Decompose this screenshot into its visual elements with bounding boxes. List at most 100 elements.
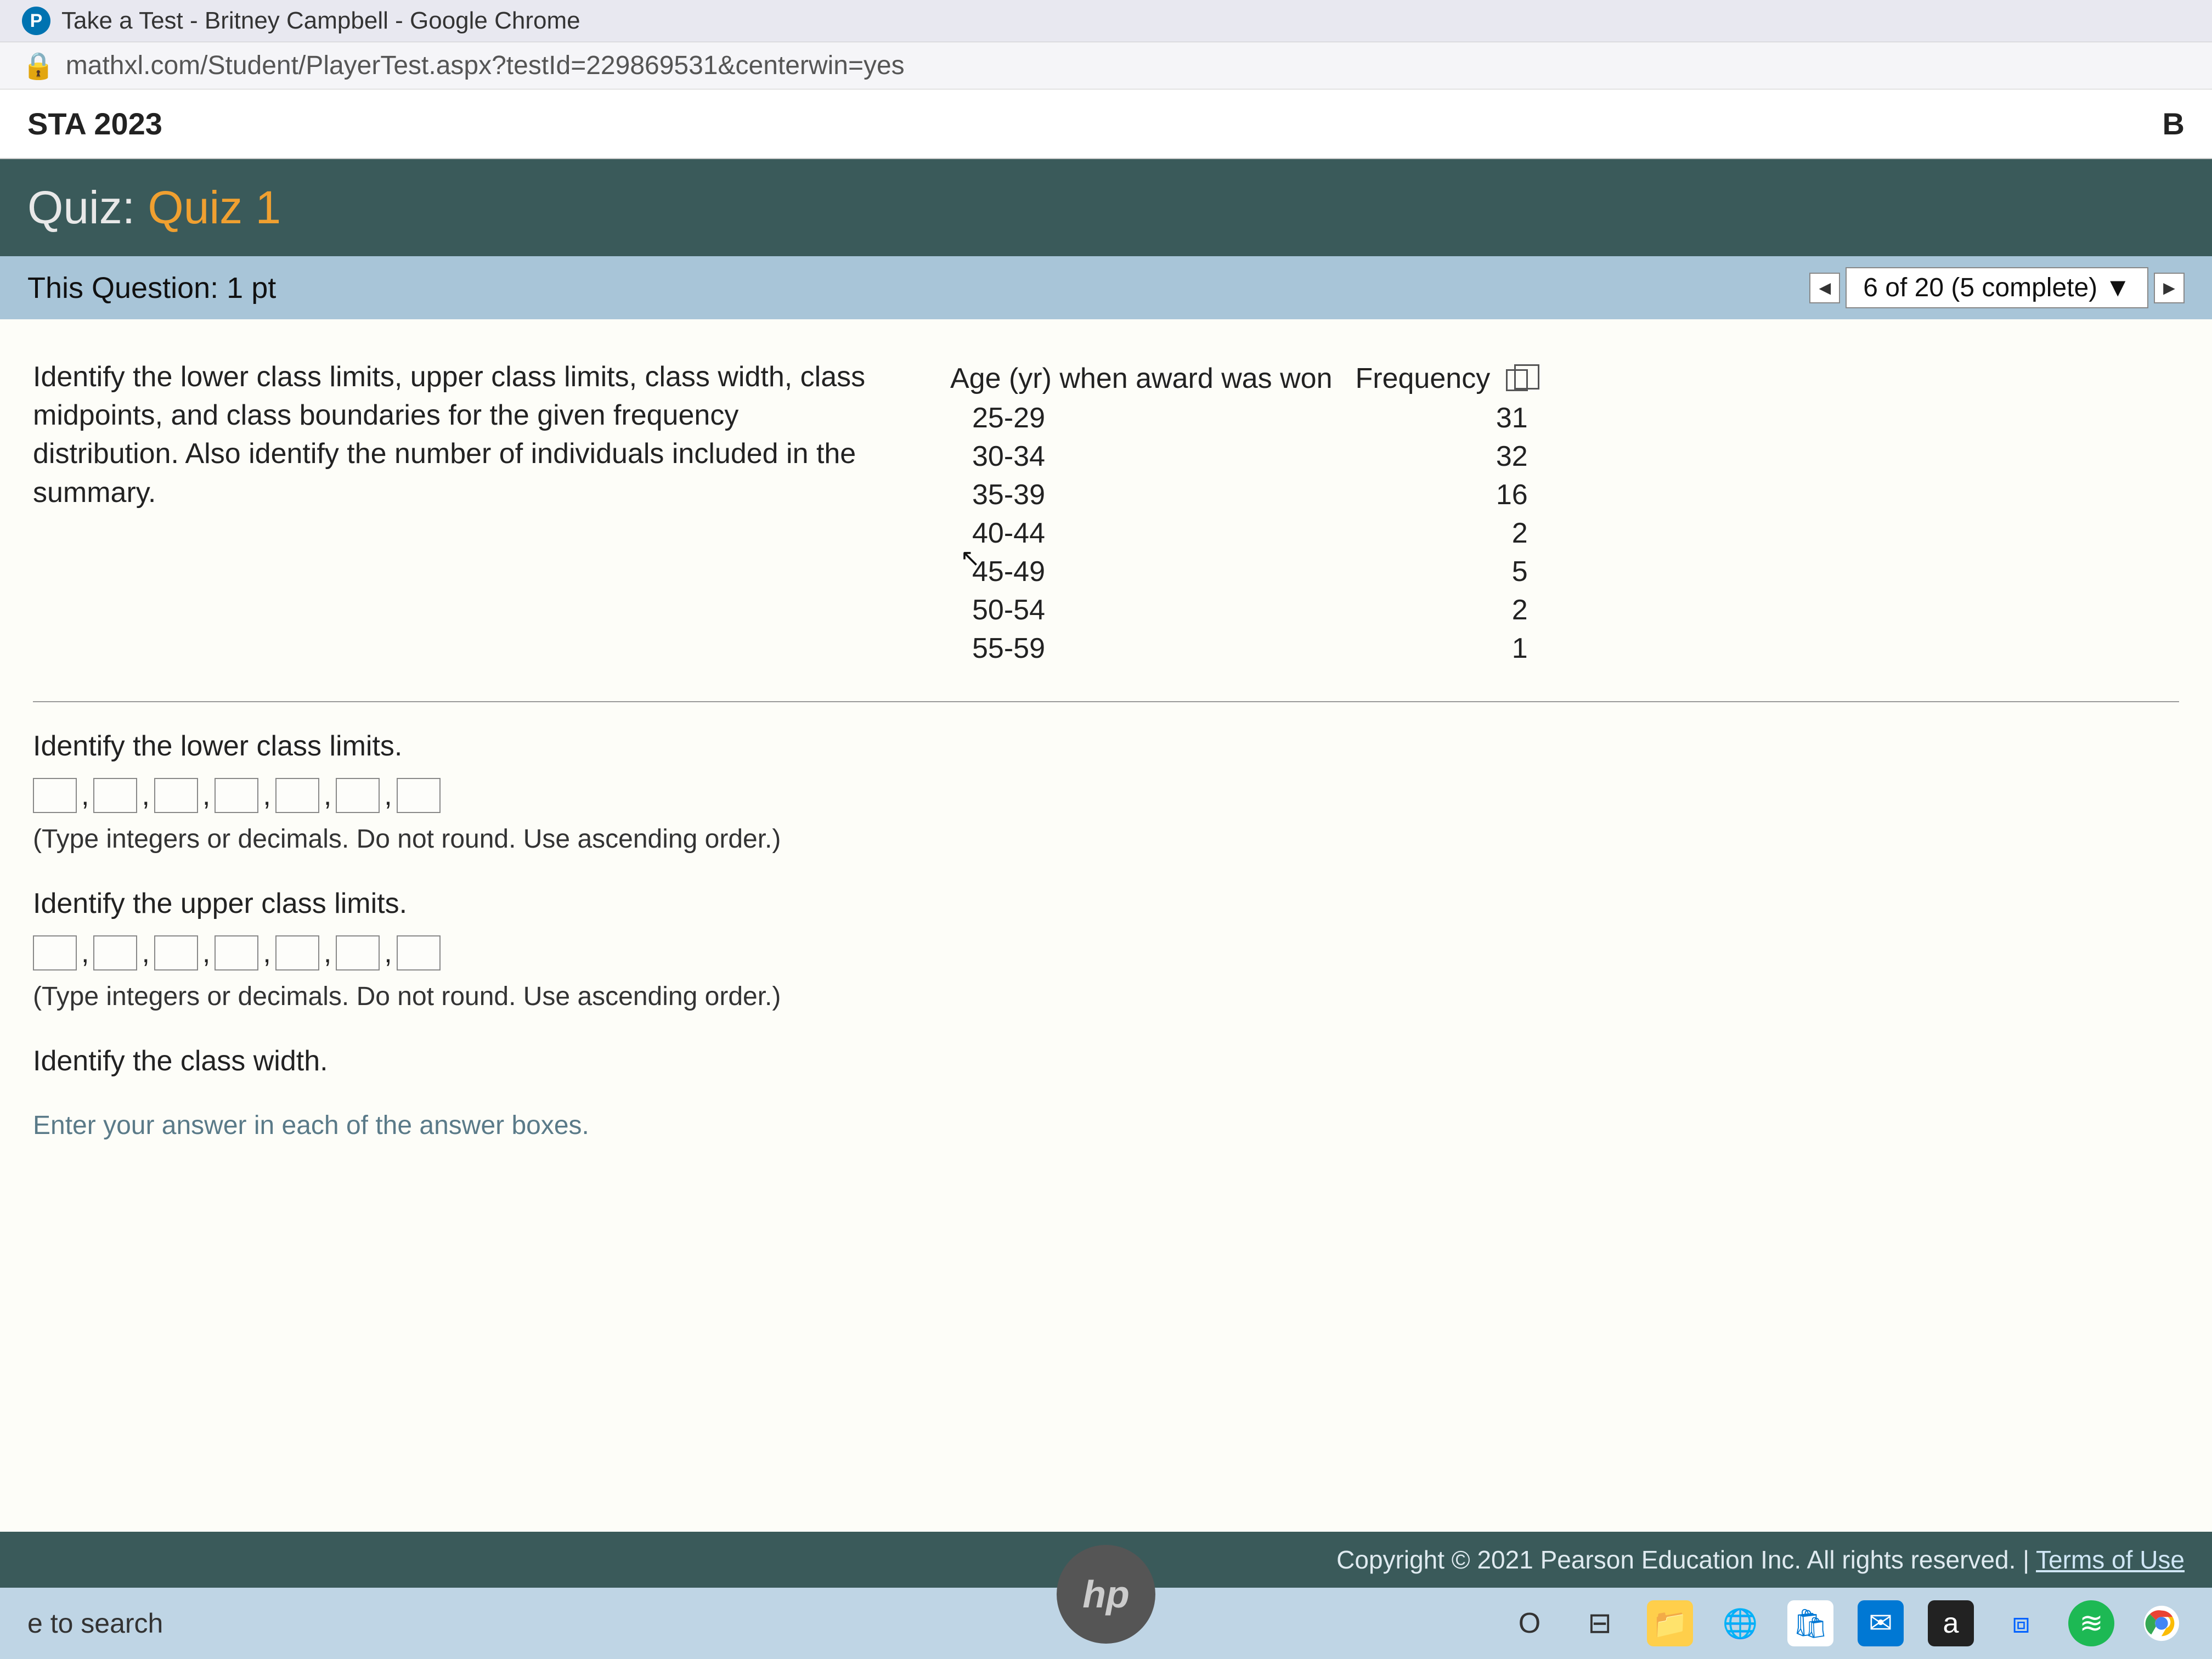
upper-limits-prompt: Identify the upper class limits. [33, 887, 2179, 920]
age-cell: 25-29 [950, 399, 1355, 437]
upper-limit-input-3[interactable] [154, 935, 198, 970]
freq-cell: 2 [1356, 591, 1550, 629]
comma: , [263, 936, 270, 969]
freq-cell: 32 [1356, 438, 1550, 475]
table-row: 55-591 [950, 630, 1550, 667]
quiz-header: Quiz: Quiz 1 [0, 159, 2212, 256]
lower-limit-input-2[interactable] [93, 778, 137, 813]
store-icon[interactable]: 🛍 [1787, 1600, 1833, 1646]
file-explorer-icon[interactable]: 📁 [1647, 1600, 1693, 1646]
table-row: 40-442 [950, 515, 1550, 552]
course-bar: STA 2023 B [0, 89, 2212, 159]
table-row: 45-495 [950, 553, 1550, 590]
comma: , [202, 779, 210, 812]
comma: , [263, 779, 270, 812]
comma: , [142, 779, 149, 812]
comma: , [202, 936, 210, 969]
window-titlebar: P Take a Test - Britney Campbell - Googl… [0, 0, 2212, 42]
course-right: B [2163, 106, 2185, 142]
age-cell: 30-34 [950, 438, 1355, 475]
age-cell: 35-39 [950, 476, 1355, 514]
upper-limit-input-4[interactable] [215, 935, 258, 970]
age-cell: 40-44 [950, 515, 1355, 552]
chrome-icon[interactable] [2138, 1600, 2185, 1646]
footer-instruction: Enter your answer in each of the answer … [33, 1110, 2179, 1141]
freq-cell: 16 [1356, 476, 1550, 514]
freq-cell: 1 [1356, 630, 1550, 667]
lower-limit-input-3[interactable] [154, 778, 198, 813]
question-content: Identify the lower class limits, upper c… [0, 319, 2212, 1532]
comma: , [324, 936, 331, 969]
table-header-freq: Frequency [1356, 359, 1550, 398]
quiz-name: Quiz 1 [148, 182, 281, 233]
comma: , [81, 779, 89, 812]
chrome-window: P Take a Test - Britney Campbell - Googl… [0, 0, 2212, 1659]
hp-logo: hp [1057, 1545, 1155, 1644]
lower-limits-inputs: ,,,,,, [33, 778, 2179, 813]
mail-icon[interactable]: ✉ [1858, 1600, 1904, 1646]
freq-cell: 31 [1356, 399, 1550, 437]
upper-limit-input-2[interactable] [93, 935, 137, 970]
table-header-age: Age (yr) when award was won [950, 359, 1355, 398]
quiz-label: Quiz: [27, 182, 135, 233]
upper-limits-hint: (Type integers or decimals. Do not round… [33, 981, 2179, 1012]
cortana-icon[interactable]: O [1506, 1600, 1553, 1646]
freq-cell: 5 [1356, 553, 1550, 590]
upper-limit-input-1[interactable] [33, 935, 77, 970]
divider [33, 701, 2179, 702]
age-cell: 50-54 [950, 591, 1355, 629]
class-width-prompt: Identify the class width. [33, 1045, 2179, 1077]
lower-limit-input-6[interactable] [336, 778, 380, 813]
comma: , [142, 936, 149, 969]
question-nav: ◄ 6 of 20 (5 complete) ▼ ► [1809, 267, 2185, 308]
cursor-icon: ↖ [960, 544, 980, 572]
taskbar-search[interactable]: e to search [27, 1607, 163, 1639]
taskbar-icons: O ⊟ 📁 🌐 🛍 ✉ a ⧈ ≋ [1506, 1600, 2185, 1646]
lower-limit-input-1[interactable] [33, 778, 77, 813]
question-bar: This Question: 1 pt ◄ 6 of 20 (5 complet… [0, 256, 2212, 319]
comma: , [324, 779, 331, 812]
upper-limits-inputs: ,,,,,, [33, 935, 2179, 970]
lower-limits-hint: (Type integers or decimals. Do not round… [33, 824, 2179, 854]
question-points: This Question: 1 pt [27, 271, 276, 305]
lock-icon: 🔒 [22, 50, 55, 81]
popout-icon[interactable] [1506, 369, 1528, 391]
comma: , [81, 936, 89, 969]
url-bar[interactable]: 🔒 mathxl.com/Student/PlayerTest.aspx?tes… [0, 42, 2212, 89]
url-text: mathxl.com/Student/PlayerTest.aspx?testI… [66, 50, 905, 81]
next-question-button[interactable]: ► [2154, 273, 2185, 303]
age-cell: 45-49 [950, 553, 1355, 590]
upper-limit-input-6[interactable] [336, 935, 380, 970]
amazon-icon[interactable]: a [1928, 1600, 1974, 1646]
progress-text: 6 of 20 (5 complete) [1863, 273, 2097, 302]
comma: , [384, 936, 392, 969]
table-row: 50-542 [950, 591, 1550, 629]
spotify-icon[interactable]: ≋ [2068, 1600, 2114, 1646]
pearson-icon: P [22, 7, 50, 35]
upper-limit-input-7[interactable] [397, 935, 441, 970]
dropbox-icon[interactable]: ⧈ [1998, 1600, 2044, 1646]
course-name: STA 2023 [27, 106, 162, 142]
question-instruction: Identify the lower class limits, upper c… [33, 358, 883, 668]
upper-limits-block: Identify the upper class limits. ,,,,,, … [33, 887, 2179, 1012]
freq-cell: 2 [1356, 515, 1550, 552]
edge-icon[interactable]: 🌐 [1717, 1600, 1763, 1646]
frequency-table: Age (yr) when award was won Frequency 25… [949, 358, 1551, 668]
task-view-icon[interactable]: ⊟ [1577, 1600, 1623, 1646]
table-row: 25-2931 [950, 399, 1550, 437]
question-progress[interactable]: 6 of 20 (5 complete) ▼ [1846, 267, 2148, 308]
lower-limit-input-4[interactable] [215, 778, 258, 813]
age-cell: 55-59 [950, 630, 1355, 667]
lower-limits-prompt: Identify the lower class limits. [33, 730, 2179, 763]
table-row: 35-3916 [950, 476, 1550, 514]
upper-limit-input-5[interactable] [275, 935, 319, 970]
lower-limit-input-5[interactable] [275, 778, 319, 813]
copyright-text: Copyright © 2021 Pearson Education Inc. … [1336, 1545, 2036, 1574]
comma: , [384, 779, 392, 812]
lower-limits-block: Identify the lower class limits. ,,,,,, … [33, 730, 2179, 854]
terms-link[interactable]: Terms of Use [2036, 1545, 2185, 1574]
prev-question-button[interactable]: ◄ [1809, 273, 1840, 303]
window-title: Take a Test - Britney Campbell - Google … [61, 7, 580, 35]
table-row: 30-3432 [950, 438, 1550, 475]
lower-limit-input-7[interactable] [397, 778, 441, 813]
